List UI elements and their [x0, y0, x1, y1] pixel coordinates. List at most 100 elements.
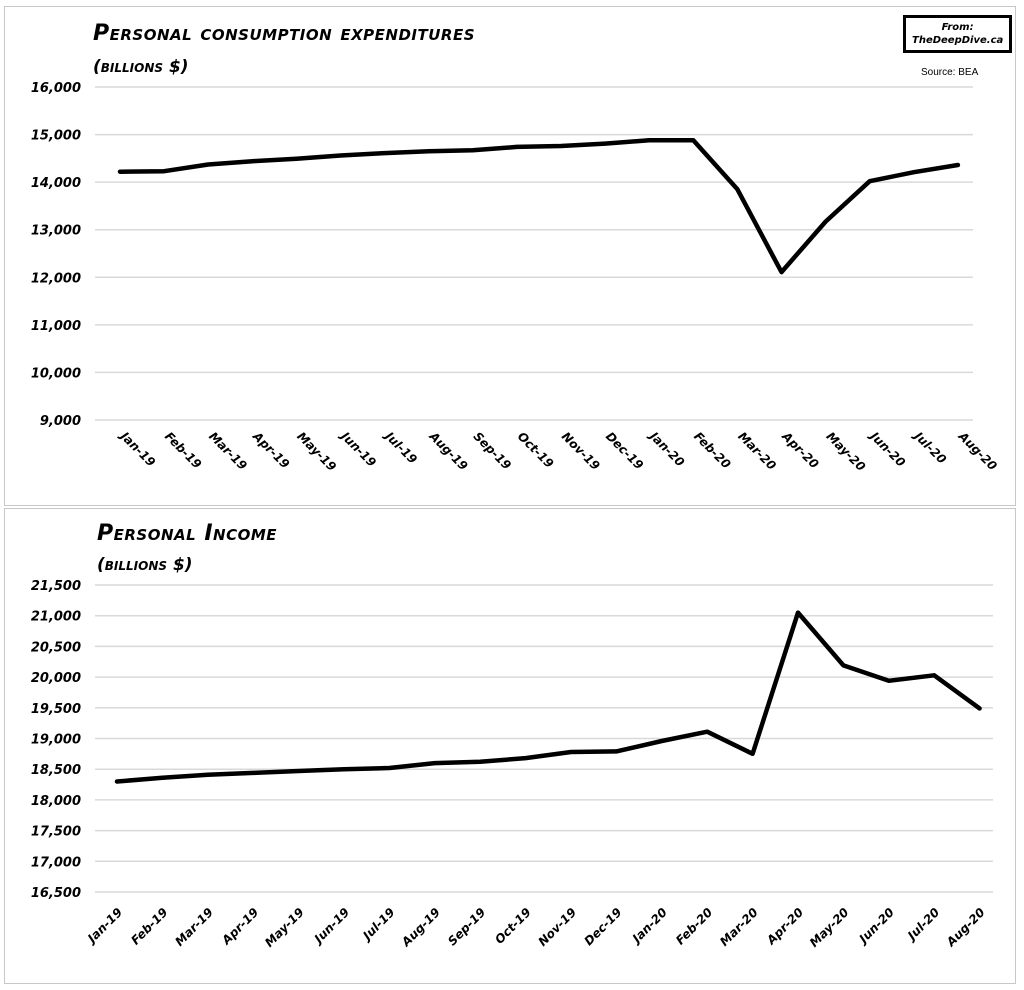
- income-y-tick-label: 17,500: [31, 825, 81, 840]
- income-x-tick-label: Mar-19: [172, 905, 216, 949]
- pce-x-tick-label: Aug-20: [955, 429, 1000, 474]
- income-data-point: [751, 752, 755, 756]
- income-x-tick-label: Nov-19: [535, 905, 579, 949]
- pce-data-point: [824, 220, 828, 224]
- income-data-point: [614, 749, 618, 753]
- pce-chart-title: Personal consumption expenditures: [93, 21, 475, 46]
- income-x-tick-label: Aug-19: [398, 905, 443, 950]
- pce-chart-plot: 9,000 10,000 11,000 12,000 13,000 14,000 15,00…: [31, 81, 1000, 474]
- pce-data-point: [735, 187, 739, 191]
- income-x-tick-label: Aug-20: [943, 905, 988, 950]
- income-chart-subtitle: (billions $): [97, 555, 193, 575]
- income-data-point: [569, 750, 573, 754]
- income-y-tick-label: 18,000: [31, 794, 81, 809]
- pce-y-tick-label: 10,000: [31, 366, 81, 381]
- pce-chart-subtitle: (billions $): [93, 57, 189, 77]
- income-y-tick-label: 19,500: [31, 702, 81, 717]
- pce-x-tick-label: Jun-19: [337, 428, 379, 470]
- pce-x-tick-label: Jun-20: [866, 428, 908, 470]
- pce-chart-panel: Personal consumption expenditures (billi…: [4, 6, 1016, 506]
- pce-y-tick-label: 14,000: [31, 176, 81, 191]
- income-chart-panel: Personal Income (billions $) 16,500 17,00…: [4, 508, 1016, 984]
- pce-data-point: [956, 163, 960, 167]
- pce-x-tick-label: May-19: [294, 429, 339, 474]
- income-data-point: [796, 611, 800, 615]
- pce-y-tick-label: 9,000: [40, 414, 81, 429]
- income-x-tick-label: Feb-20: [673, 905, 715, 947]
- income-x-tick-label: Dec-19: [581, 905, 624, 948]
- income-data-point: [251, 771, 255, 775]
- pce-x-tick-label: Jan-19: [116, 428, 158, 470]
- credit-box: From: TheDeepDive.ca: [903, 15, 1013, 53]
- pce-data-point: [780, 270, 784, 274]
- pce-data-point: [515, 145, 519, 149]
- pce-x-tick-label: May-20: [823, 429, 868, 474]
- source-note: Source: BEA: [921, 67, 979, 78]
- pce-data-point: [118, 170, 122, 174]
- income-x-tick-label: Sep-19: [445, 905, 488, 948]
- pce-x-tick-label: Jul-19: [381, 428, 420, 467]
- pce-x-tick-label: Nov-19: [559, 429, 603, 473]
- income-x-tick-label: Jun-20: [855, 905, 897, 947]
- credit-from: From:: [941, 22, 974, 33]
- income-chart-title: Personal Income: [97, 521, 278, 546]
- pce-x-tick-label: Apr-20: [779, 429, 822, 472]
- income-data-point: [297, 769, 301, 773]
- income-chart-plot: 16,500 17,000 17,500 18,000 18,500 19,000 19,5…: [31, 579, 993, 950]
- pce-y-tick-label: 16,000: [31, 81, 81, 96]
- income-x-tick-label: Jun-19: [310, 905, 352, 947]
- income-data-point: [978, 706, 982, 710]
- credit-site: TheDeepDive.ca: [912, 35, 1004, 46]
- income-data-point: [160, 776, 164, 780]
- pce-data-point: [383, 151, 387, 155]
- pce-x-tick-label: Feb-20: [691, 429, 733, 471]
- pce-x-tick-label: Mar-19: [206, 429, 250, 473]
- income-data-point: [342, 767, 346, 771]
- income-data-point: [841, 663, 845, 667]
- pce-data-point: [206, 163, 210, 167]
- pce-x-tick-label: Apr-19: [249, 429, 292, 472]
- pce-data-point: [868, 179, 872, 183]
- pce-data-point: [339, 154, 343, 158]
- pce-x-tick-label: Jul-20: [910, 428, 949, 467]
- income-x-tick-label: May-19: [262, 905, 307, 950]
- income-data-point: [660, 739, 664, 743]
- pce-y-tick-label: 15,000: [31, 129, 81, 144]
- pce-y-tick-label: 11,000: [31, 319, 81, 334]
- pce-data-point: [427, 149, 431, 153]
- pce-x-tick-label: Mar-20: [735, 429, 779, 473]
- pce-data-point: [250, 159, 254, 163]
- income-data-point: [524, 756, 528, 760]
- pce-x-tick-label: Feb-19: [162, 429, 204, 471]
- income-x-tick-label: Oct-19: [492, 905, 534, 947]
- pce-data-point: [691, 138, 695, 142]
- income-y-tick-label: 16,500: [31, 886, 81, 901]
- pce-x-tick-label: Jan-20: [646, 428, 688, 470]
- income-y-tick-label: 20,000: [31, 671, 81, 686]
- pce-data-point: [162, 169, 166, 173]
- income-x-tick-label: Jan-20: [628, 905, 670, 947]
- pce-data-point: [647, 138, 651, 142]
- pce-data-point: [559, 144, 563, 148]
- pce-x-tick-label: Oct-19: [515, 429, 557, 471]
- pce-data-point: [294, 157, 298, 161]
- income-data-point: [887, 679, 891, 683]
- income-y-tick-label: 21,000: [31, 610, 81, 625]
- income-data-point: [478, 760, 482, 764]
- income-x-tick-label: Mar-20: [717, 905, 761, 949]
- income-y-tick-label: 17,000: [31, 855, 81, 870]
- income-data-point: [115, 779, 119, 783]
- income-data-point: [206, 773, 210, 777]
- income-y-tick-label: 18,500: [31, 763, 81, 778]
- income-y-tick-label: 20,500: [31, 640, 81, 655]
- pce-data-point: [603, 142, 607, 146]
- income-y-tick-label: 19,000: [31, 733, 81, 748]
- income-x-tick-label: Apr-19: [219, 905, 262, 948]
- income-y-tick-label: 21,500: [31, 579, 81, 594]
- income-data-point: [705, 730, 709, 734]
- income-x-tick-label: Jan-19: [84, 905, 126, 947]
- income-data-point: [433, 761, 437, 765]
- pce-x-tick-label: Sep-19: [471, 429, 514, 472]
- income-x-tick-label: Jul-20: [904, 905, 943, 944]
